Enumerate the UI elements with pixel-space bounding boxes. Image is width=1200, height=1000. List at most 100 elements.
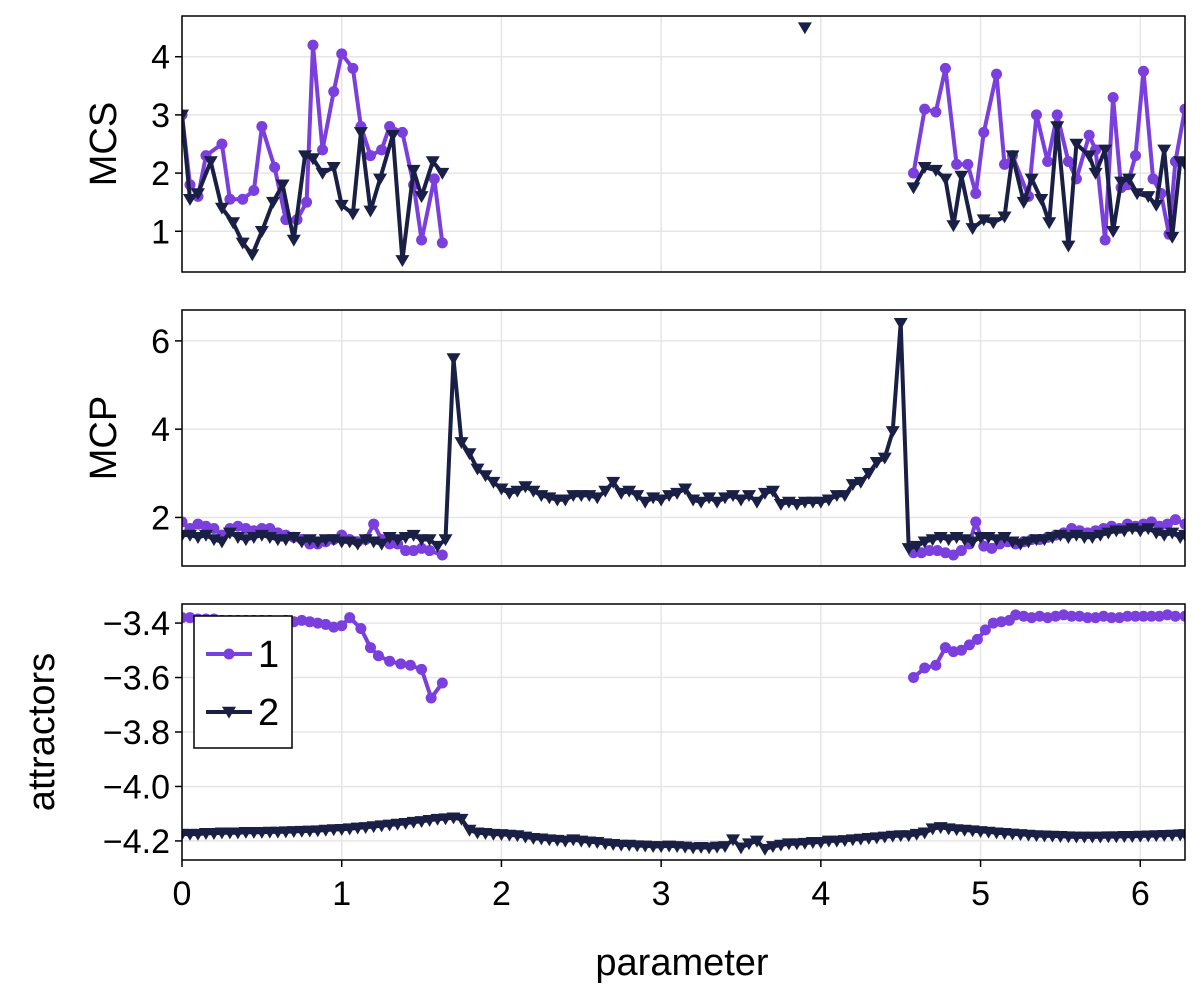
series-2-point bbox=[765, 841, 780, 854]
panel-mcs: 1 2 3 4 MCS bbox=[83, 15, 1186, 273]
series-2-point bbox=[821, 494, 836, 507]
series-2-point bbox=[654, 494, 669, 507]
series-2-point bbox=[741, 490, 756, 503]
series-2-point bbox=[1114, 176, 1129, 189]
y-tick-label: 2 bbox=[151, 499, 170, 537]
legend-swatch-marker bbox=[222, 706, 236, 719]
series-1-point bbox=[1179, 518, 1185, 530]
plot-area bbox=[182, 22, 1185, 268]
series-2-point bbox=[182, 194, 197, 206]
series-1-point bbox=[979, 624, 991, 636]
series-2-point bbox=[470, 463, 485, 476]
series-1-point bbox=[955, 545, 967, 557]
series-1-point bbox=[344, 612, 356, 624]
series-2-point bbox=[518, 481, 533, 494]
series-2-point bbox=[1045, 532, 1060, 544]
series-2-point bbox=[1093, 529, 1108, 542]
series-2-point bbox=[406, 529, 421, 542]
series-1-point bbox=[970, 516, 982, 528]
series-2-point bbox=[246, 532, 261, 544]
series-2-point bbox=[1130, 188, 1145, 201]
series-1-point bbox=[1129, 610, 1141, 622]
y-tick-label: −3.8 bbox=[103, 714, 170, 752]
series-1-point bbox=[1122, 610, 1134, 622]
series-2-point bbox=[1178, 829, 1185, 842]
series-1-point bbox=[1082, 612, 1094, 624]
y-tick-label: 2 bbox=[151, 155, 170, 193]
series-2-point bbox=[305, 153, 320, 166]
series-2-point bbox=[765, 485, 780, 498]
series-2-point bbox=[502, 487, 517, 500]
series-2-point bbox=[310, 536, 325, 549]
y-tick-label: −3.6 bbox=[103, 660, 170, 698]
y-tick-label: −4.2 bbox=[103, 823, 170, 861]
series-1-point bbox=[368, 518, 380, 530]
series-1-point bbox=[923, 545, 935, 557]
series-2-point bbox=[374, 538, 389, 551]
series-2-point bbox=[1016, 196, 1031, 209]
series-2-point bbox=[278, 534, 293, 547]
series-1-point bbox=[376, 144, 388, 156]
series-2-point bbox=[390, 534, 405, 547]
series-2-point bbox=[214, 202, 229, 215]
series-2-point bbox=[718, 841, 733, 854]
x-axis-label: parameter bbox=[595, 942, 769, 984]
series-2-point bbox=[190, 532, 205, 544]
series-2-point bbox=[1117, 525, 1132, 538]
series-1-point bbox=[930, 659, 942, 671]
series-2-point bbox=[917, 162, 932, 174]
series-2-point bbox=[773, 839, 788, 852]
series-2-point bbox=[1101, 527, 1116, 540]
series-1-point bbox=[919, 103, 931, 115]
legend-box bbox=[193, 615, 293, 749]
series-2-point bbox=[462, 448, 477, 461]
series-1-point bbox=[347, 62, 359, 74]
series-1-line bbox=[912, 612, 1185, 680]
series-2-point bbox=[694, 496, 709, 509]
series-1-point bbox=[907, 672, 919, 684]
series-2-point bbox=[1133, 525, 1148, 538]
series-2-point bbox=[733, 494, 748, 507]
series-2-point bbox=[1122, 173, 1137, 186]
series-2-point bbox=[702, 492, 717, 505]
series-2-point bbox=[286, 532, 301, 544]
y-axis-label: attractors bbox=[21, 653, 63, 811]
series-1-point bbox=[1145, 610, 1157, 622]
series-2-point bbox=[1069, 138, 1084, 151]
series-1-point bbox=[962, 158, 974, 170]
series-2-point bbox=[1157, 529, 1172, 542]
series-2-point bbox=[946, 220, 961, 233]
series-2-point bbox=[749, 835, 764, 848]
series-2-point bbox=[989, 534, 1004, 547]
series-2-point bbox=[901, 543, 916, 555]
series-1-point bbox=[436, 237, 448, 249]
series-2-point bbox=[454, 437, 469, 450]
series-2-point bbox=[1061, 532, 1076, 544]
series-1-point bbox=[317, 144, 329, 156]
series-1-point bbox=[395, 658, 407, 670]
series-1-point bbox=[355, 623, 367, 635]
series-1-point bbox=[1106, 612, 1118, 624]
series-1-point bbox=[269, 161, 281, 173]
series-2-point bbox=[478, 470, 493, 483]
series-1-point bbox=[1169, 514, 1181, 526]
series-2-point bbox=[198, 529, 213, 542]
series-2-point bbox=[395, 255, 410, 268]
series-2-point bbox=[1050, 121, 1065, 134]
series-2-point bbox=[334, 199, 349, 212]
series-2-point bbox=[430, 540, 445, 553]
series-1-point bbox=[1099, 234, 1111, 246]
series-1-point bbox=[248, 185, 260, 197]
series-2-point bbox=[1149, 199, 1164, 212]
series-2-point bbox=[1037, 534, 1052, 547]
series-2-point bbox=[294, 536, 309, 549]
series-1-point bbox=[436, 677, 448, 689]
series-2-point bbox=[235, 237, 250, 250]
series-2-point bbox=[893, 317, 908, 330]
series-1-point bbox=[951, 158, 963, 170]
series-1-point bbox=[416, 663, 428, 675]
series-2-point bbox=[757, 487, 772, 500]
series-2-point bbox=[363, 205, 378, 218]
series-2-point bbox=[558, 494, 573, 507]
series-2-point bbox=[773, 498, 788, 511]
